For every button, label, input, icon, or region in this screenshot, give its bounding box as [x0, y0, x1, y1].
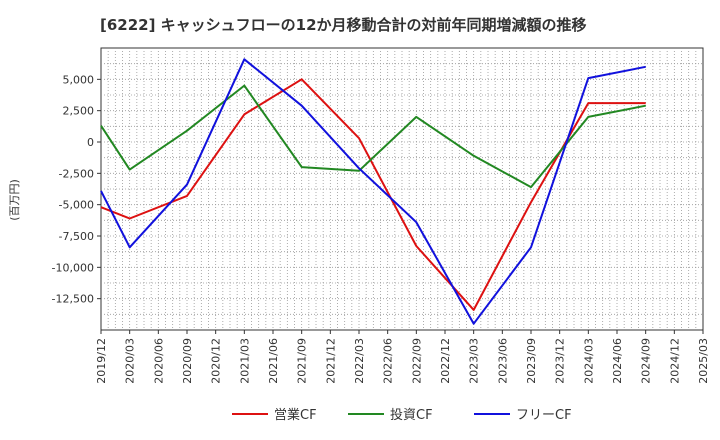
- x-tick-label: 2024/03: [582, 338, 595, 384]
- x-tick-label: 2020/06: [152, 338, 165, 384]
- series-line-2: [100, 84, 646, 189]
- x-tick-label: 2022/06: [382, 338, 395, 384]
- x-tick-label: 2021/03: [238, 338, 251, 384]
- x-tick-label: 2024/12: [668, 338, 681, 384]
- y-axis-label: (百万円): [8, 179, 21, 221]
- x-tick-label: 2021/09: [296, 338, 309, 384]
- x-tick-label: 2023/03: [468, 338, 481, 384]
- legend-label-3: フリーCF: [516, 408, 572, 423]
- x-tick-label: 2020/09: [181, 338, 194, 384]
- x-tick-label: 2021/06: [267, 338, 280, 384]
- x-tick-label: 2022/03: [353, 338, 366, 384]
- x-tick-label: 2024/06: [611, 338, 624, 384]
- x-tick-label: 2023/06: [496, 338, 509, 384]
- x-tick-label: 2022/12: [439, 338, 452, 384]
- y-tick-label: -12,500: [52, 293, 94, 306]
- x-tick-label: 2025/03: [697, 338, 710, 384]
- x-tick-label: 2021/12: [324, 338, 337, 384]
- y-tick-label: -7,500: [59, 230, 94, 243]
- grid: [101, 48, 703, 330]
- series-line-3: [100, 58, 646, 325]
- x-tick-label: 2023/09: [525, 338, 538, 384]
- y-axis: 5,000 2,500 0 -2,500 -5,000 -7,500 -10,000 -12,…: [52, 73, 101, 306]
- y-tick-label: -5,000: [59, 199, 94, 212]
- x-tick-label: 2023/12: [554, 338, 567, 384]
- x-tick-label: 2020/12: [210, 338, 223, 384]
- x-tick-label: 2024/09: [640, 338, 653, 384]
- y-tick-label: 2,500: [63, 105, 95, 118]
- series-line-1: [100, 78, 646, 311]
- x-axis: 2019/12 2020/03 2020/06 2020/09 2020/12 2021/…: [95, 330, 710, 384]
- y-tick-label: -2,500: [59, 167, 94, 180]
- y-tick-label: -10,000: [52, 261, 94, 274]
- legend-label-1: 営業CF: [274, 407, 317, 423]
- x-tick-label: 2019/12: [95, 338, 108, 384]
- x-tick-label: 2022/09: [410, 338, 423, 384]
- legend: 営業CF 投資CF フリーCF: [232, 407, 572, 423]
- chart-title: [6222] キャッシュフローの12か月移動合計の対前年同期増減額の推移: [100, 16, 587, 34]
- y-tick-label: 0: [87, 136, 94, 149]
- series-lines: [100, 58, 646, 325]
- y-tick-label: 5,000: [63, 73, 95, 86]
- x-tick-label: 2020/03: [124, 338, 137, 384]
- legend-label-2: 投資CF: [390, 407, 433, 423]
